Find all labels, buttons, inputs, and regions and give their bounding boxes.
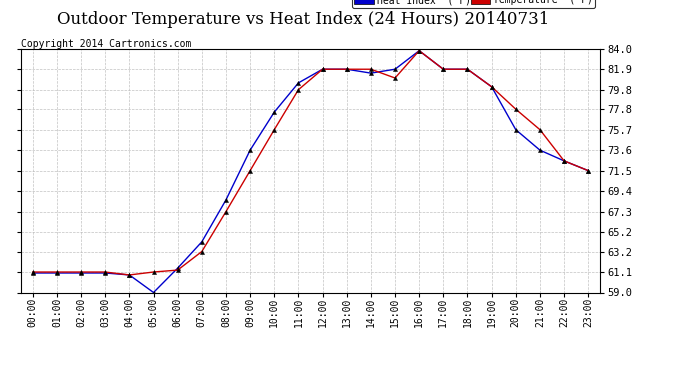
- Text: Outdoor Temperature vs Heat Index (24 Hours) 20140731: Outdoor Temperature vs Heat Index (24 Ho…: [57, 11, 550, 28]
- Text: Copyright 2014 Cartronics.com: Copyright 2014 Cartronics.com: [21, 39, 191, 50]
- Legend: Heat Index  (°F), Temperature  (°F): Heat Index (°F), Temperature (°F): [352, 0, 595, 8]
